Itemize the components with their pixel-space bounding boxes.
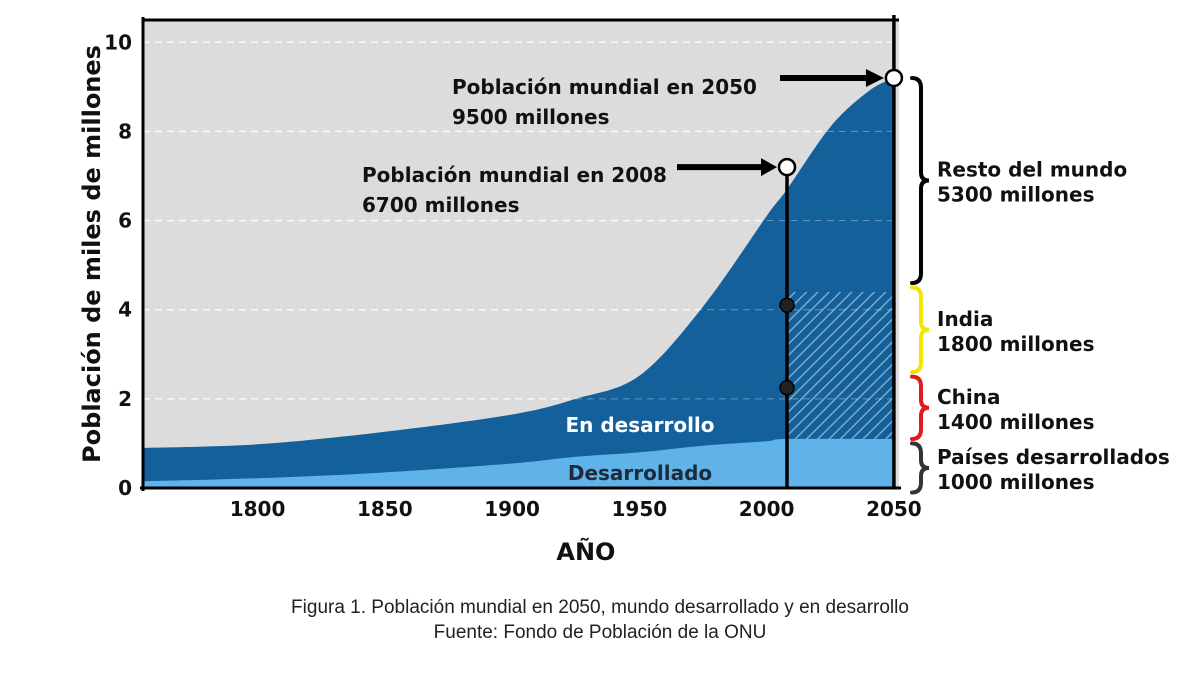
label-en-desarrollo: En desarrollo (565, 413, 714, 437)
area-layer (143, 41, 899, 488)
x-tick-label: 1950 (612, 497, 668, 521)
point-2008 (777, 157, 797, 177)
y-axis-title: Población de miles de millones (78, 45, 106, 463)
callout-2008-line1: Población mundial en 2008 (362, 163, 667, 187)
bracket-2 (910, 374, 930, 441)
bracket-0 (910, 75, 930, 285)
y-tick-label: 4 (118, 298, 132, 322)
marker-point (779, 297, 795, 314)
figure-source: Fuente: Fondo de Población de la ONU (433, 622, 767, 643)
point-2050 (884, 68, 904, 88)
bracket-1 (910, 285, 930, 375)
label-desarrollado: Desarrollado (568, 461, 712, 485)
callout-2008-line2: 6700 millones (362, 193, 519, 217)
arrow-2008-head (761, 158, 777, 177)
y-tick-label: 6 (118, 209, 132, 233)
bracket-label-3-line2: 1000 millones (937, 470, 1094, 494)
x-tick-label: 1800 (230, 497, 286, 521)
callout-2050-line1: Población mundial en 2050 (452, 75, 757, 99)
y-tick-label: 0 (118, 476, 132, 500)
population-chart: Población mundial en 2008 6700 millones Po… (78, 15, 1170, 566)
bracket-label-2-line1: China (937, 385, 1001, 409)
callout-2050-line2: 9500 millones (452, 105, 609, 129)
bracket-label-2-line2: 1400 millones (937, 410, 1094, 434)
bracket-label-0-line2: 5300 millones (937, 182, 1094, 206)
x-tick-label: 1850 (357, 497, 413, 521)
bracket-label-1-line1: India (937, 307, 993, 331)
overlay-layer: Población mundial en 2008 6700 millones Po… (362, 15, 904, 488)
x-axis-title: AÑO (556, 537, 615, 566)
marker-point (779, 379, 795, 396)
bracket-label-1-line2: 1800 millones (937, 332, 1094, 356)
bracket-3 (910, 441, 930, 495)
y-tick-label: 10 (104, 30, 132, 54)
arrow-2050-head (865, 68, 884, 87)
x-tick-label: 2000 (739, 497, 795, 521)
x-tick-label: 2050 (866, 497, 922, 521)
projection-band-china (787, 381, 894, 439)
y-tick-label: 2 (118, 387, 132, 411)
projection-band-india (787, 291, 894, 382)
developing-area (143, 77, 894, 488)
bracket-label-3-line1: Países desarrollados (937, 445, 1170, 469)
y-tick-label: 8 (118, 119, 132, 143)
axes: 0 2 4 6 8 10 1800 1850 1900 1950 2000 2050 AÑO Poblac… (78, 17, 922, 566)
developed-area (143, 438, 894, 488)
bracket-label-0-line1: Resto del mundo (937, 157, 1127, 181)
x-tick-label: 1900 (484, 497, 540, 521)
figure-caption: Figura 1. Población mundial en 2050, mun… (291, 597, 909, 618)
